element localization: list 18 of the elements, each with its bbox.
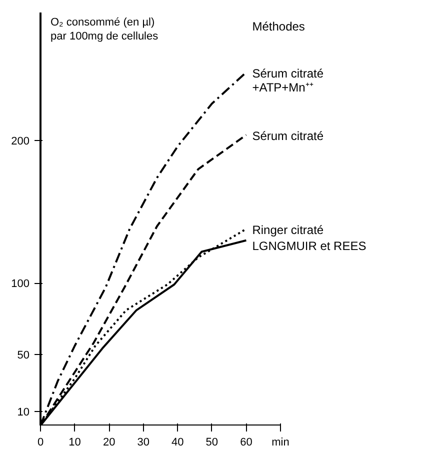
x-tick-label: 30 xyxy=(137,436,150,448)
series-label: Sérum citraté +ATP+Mn⁺⁺ xyxy=(252,66,324,94)
legend-title: Méthodes xyxy=(252,20,305,34)
y-tick-label: 50 xyxy=(17,349,30,362)
y-tick-label: 200 xyxy=(11,136,30,148)
x-axis-title: min xyxy=(272,436,290,448)
x-tick-label: 60 xyxy=(240,436,252,448)
series-label: Ringer citraté xyxy=(252,222,324,237)
x-tick-label: 10 xyxy=(68,436,81,448)
x-tick-label: 0 xyxy=(37,436,44,448)
series-label: LGNGMUIR et REES xyxy=(252,238,366,253)
y-tick-label: 10 xyxy=(17,406,30,418)
series-label: Sérum citraté xyxy=(252,128,324,143)
y-tick-label: 100 xyxy=(11,278,30,290)
y-axis-title: O₂ consommé (en µl) par 100mg de cellules xyxy=(50,16,159,42)
x-tick-label: 40 xyxy=(172,436,184,448)
x-tick-label: 20 xyxy=(102,436,116,448)
x-tick-label: 50 xyxy=(206,436,218,448)
